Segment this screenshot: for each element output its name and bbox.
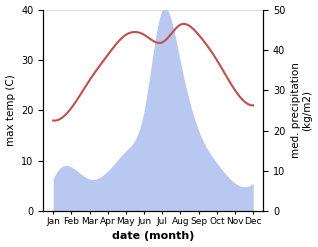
X-axis label: date (month): date (month) [112,231,194,242]
Y-axis label: med. precipitation
(kg/m2): med. precipitation (kg/m2) [291,62,313,158]
Y-axis label: max temp (C): max temp (C) [5,75,16,146]
